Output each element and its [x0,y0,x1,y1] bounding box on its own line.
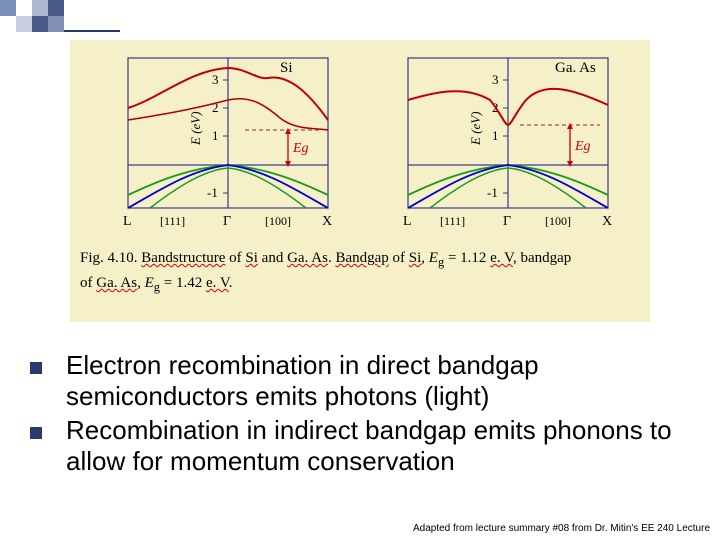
figure-caption: Fig. 4.10. Bandstructure of Si and Ga. A… [80,247,640,297]
bullet-list: Electron recombination in direct bandgap… [30,350,690,481]
svg-text:3: 3 [212,72,219,87]
figure-panel: 3 2 1 -1 E (eV) Si Eg [70,40,650,322]
svg-text:L: L [403,214,412,229]
attribution-text: Adapted from lecture summary #08 from Dr… [413,523,710,534]
svg-text:E (eV): E (eV) [468,111,483,146]
svg-text:[100]: [100] [545,214,571,228]
svg-text:Si: Si [280,60,293,76]
svg-text:-1: -1 [487,185,498,200]
list-item: Electron recombination in direct bandgap… [30,350,690,411]
svg-text:X: X [322,214,332,229]
bandstructure-si-plot: 3 2 1 -1 E (eV) Si Eg [90,50,350,235]
svg-text:Ga. As: Ga. As [555,60,596,76]
svg-text:1: 1 [492,128,499,143]
svg-text:3: 3 [492,72,499,87]
svg-text:[100]: [100] [265,214,291,228]
svg-text:X: X [602,214,612,229]
bullet-icon [30,362,42,374]
header-decoration [0,0,120,32]
svg-text:[111]: [111] [440,214,465,228]
list-item: Recombination in indirect bandgap emits … [30,415,690,476]
bullet-text: Electron recombination in direct bandgap… [66,350,690,411]
svg-text:Eg: Eg [574,139,591,154]
bullet-icon [30,427,42,439]
svg-text:Γ: Γ [223,214,231,229]
bullet-text: Recombination in indirect bandgap emits … [66,415,690,476]
svg-text:-1: -1 [207,185,218,200]
svg-text:Eg: Eg [292,141,309,156]
svg-text:E (eV): E (eV) [188,111,203,146]
svg-text:Γ: Γ [503,214,511,229]
bandstructure-gaas-plot: 3 2 1 -1 E (eV) Ga. As Eg L [370,50,630,235]
svg-text:1: 1 [212,128,219,143]
svg-text:L: L [123,214,132,229]
svg-text:[111]: [111] [160,214,185,228]
